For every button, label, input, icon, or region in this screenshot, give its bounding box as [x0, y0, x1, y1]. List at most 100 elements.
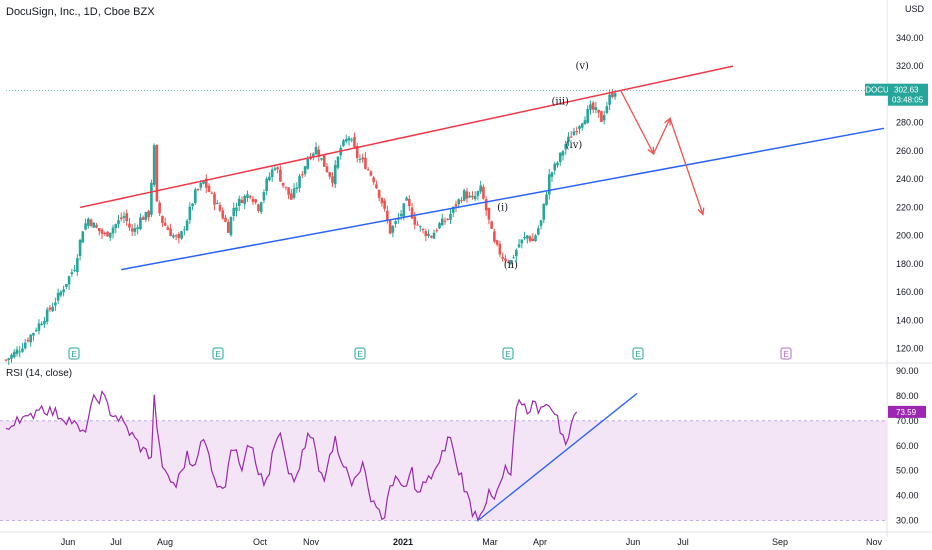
candle [56, 288, 60, 305]
candle [358, 154, 362, 164]
candle-body [194, 189, 197, 204]
candle-body [34, 330, 38, 332]
candle-body [235, 207, 238, 211]
candle [213, 191, 216, 211]
candle-body [600, 111, 603, 122]
candle [361, 153, 364, 163]
candle [34, 327, 38, 333]
candle-body [23, 342, 27, 349]
candle-body [547, 174, 551, 195]
candle-body [100, 229, 104, 234]
wave-label: (v) [575, 61, 589, 72]
candle [553, 161, 557, 175]
candle-body [270, 169, 274, 178]
time-axis-tick: Oct [253, 537, 268, 547]
candle-body [312, 153, 315, 157]
candle [73, 264, 76, 273]
forecast-arrowhead [697, 207, 705, 216]
forecast-arrowhead [664, 117, 671, 126]
earnings-marker-box [632, 347, 644, 360]
candle [569, 131, 573, 138]
candle [375, 180, 378, 190]
candle-body [432, 232, 436, 239]
candle-body [438, 223, 441, 229]
candle [59, 289, 63, 298]
time-axis-tick: Jun [626, 537, 641, 547]
wave-label: (i) [497, 202, 508, 213]
candle [405, 196, 408, 201]
candle [144, 211, 148, 222]
candle [226, 219, 230, 233]
candle [424, 228, 428, 242]
candle-body [97, 228, 101, 232]
rsi-axis-tick: 50.00 [896, 466, 919, 476]
candle-body [383, 200, 386, 209]
candle [32, 332, 35, 341]
candle-body [476, 191, 480, 196]
earnings-marker-box [212, 347, 224, 360]
candle [204, 174, 208, 193]
candle-body [136, 227, 139, 229]
candle [364, 152, 367, 170]
candle [133, 223, 137, 236]
candle [161, 215, 164, 228]
earnings-marker: E [354, 347, 366, 360]
candle-body [130, 228, 134, 232]
candle [54, 297, 57, 311]
candle-body [106, 231, 109, 237]
candle-body [48, 307, 52, 310]
candle-body [248, 195, 252, 198]
candle [501, 252, 504, 262]
candle [48, 305, 52, 313]
candle-body [163, 222, 167, 226]
candle [369, 170, 373, 177]
candle-body [276, 167, 279, 170]
candle-body [204, 178, 208, 188]
candle-body [504, 258, 507, 261]
candle-body [451, 206, 455, 213]
candle [237, 195, 241, 212]
candle [523, 231, 526, 241]
candle-body [460, 200, 463, 202]
candle-body [65, 283, 68, 287]
candle-body [501, 256, 504, 259]
candle [106, 231, 109, 237]
candle [591, 101, 595, 113]
candle-body [199, 183, 203, 188]
ticker-badge-label: DOCU [865, 86, 889, 95]
candle-body [10, 354, 13, 359]
candle [539, 219, 543, 230]
candle [594, 101, 598, 114]
candle [380, 197, 384, 207]
candle-body [556, 162, 559, 166]
candle-body [303, 166, 307, 175]
candle-body [591, 102, 595, 110]
candle [10, 353, 13, 364]
candle-body [550, 172, 554, 177]
candle-body [380, 197, 384, 204]
candle [139, 213, 142, 231]
candle [336, 155, 340, 170]
candle [180, 230, 183, 240]
candle [572, 127, 576, 136]
candle-body [413, 216, 417, 225]
candle [536, 225, 540, 236]
candle [443, 217, 447, 225]
candle-body [465, 191, 469, 199]
candle-body [490, 221, 493, 229]
candle [265, 176, 268, 196]
candle [432, 229, 436, 239]
candle [248, 195, 252, 200]
candle-body [251, 198, 255, 202]
candle-body [207, 185, 211, 192]
candle [166, 225, 170, 231]
candle [229, 216, 233, 237]
rsi-axis-tick: 40.00 [896, 491, 919, 501]
last-price-value: 302.63 [894, 86, 919, 95]
candle [460, 196, 463, 204]
candle [342, 139, 345, 147]
candle-body [366, 169, 370, 171]
candle-body [281, 182, 285, 186]
candle [70, 268, 74, 277]
